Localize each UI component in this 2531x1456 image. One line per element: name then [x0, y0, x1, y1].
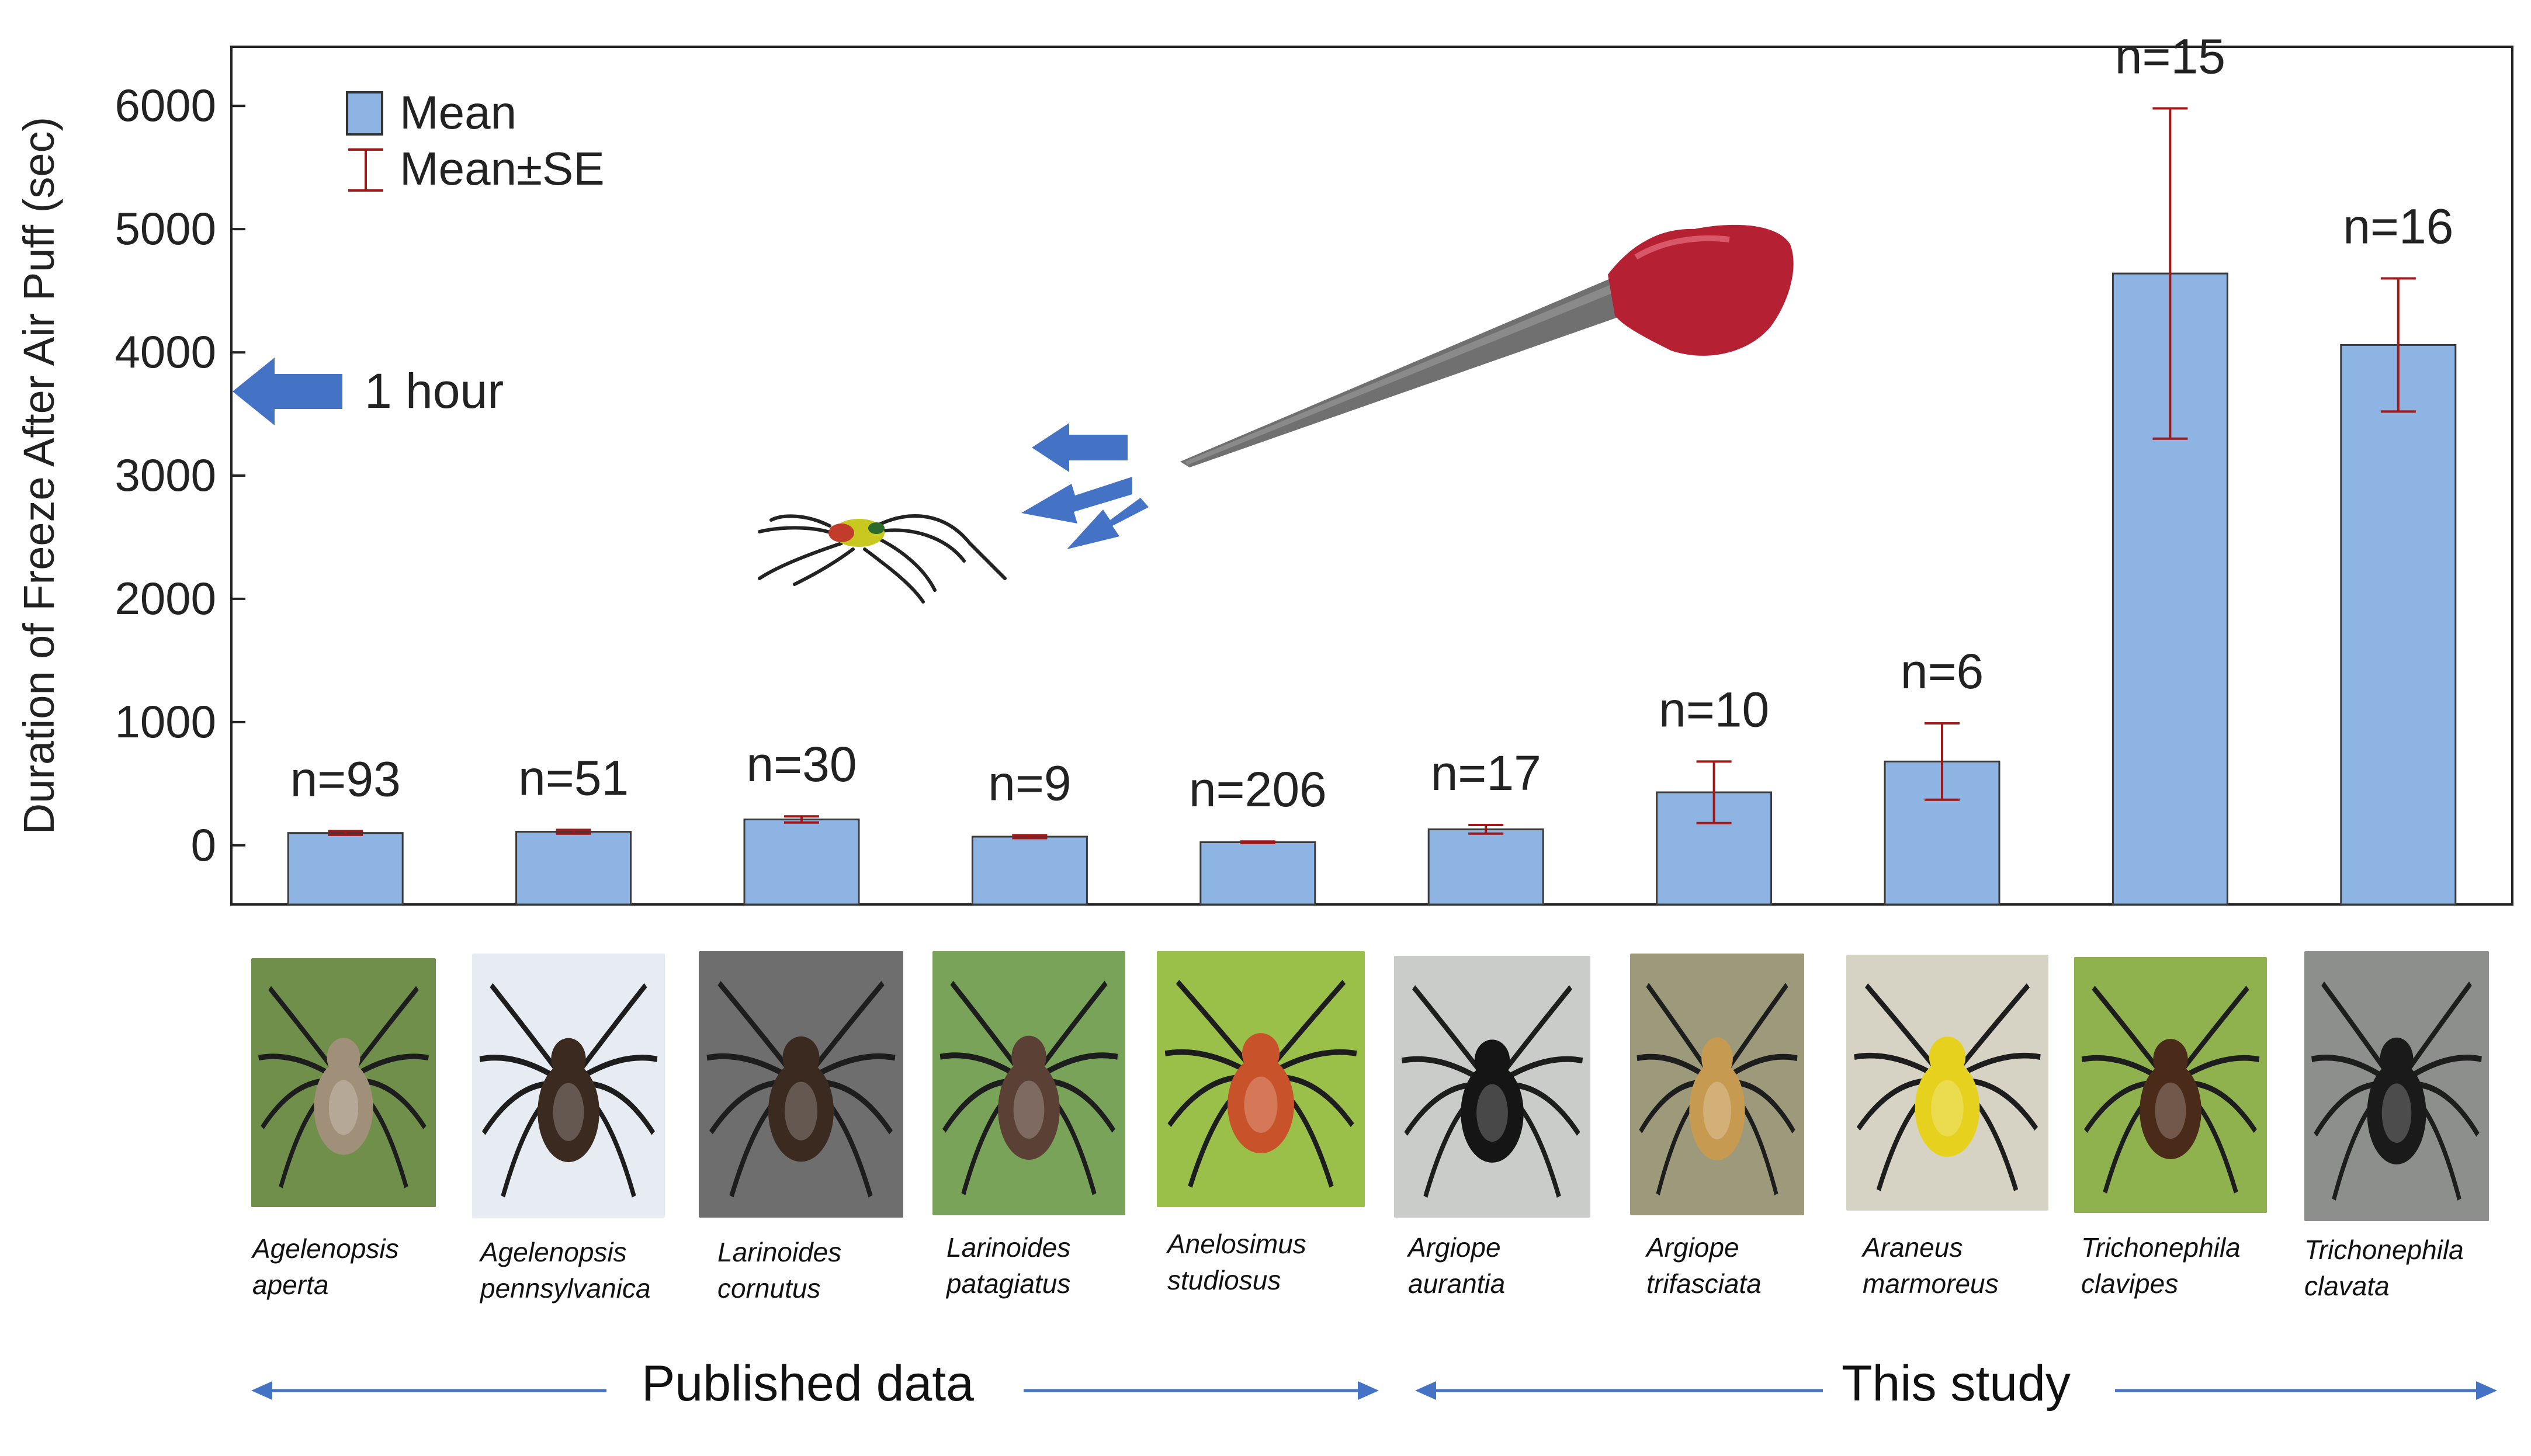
y-tick-label: 5000 [115, 203, 216, 254]
error-bar [2380, 277, 2416, 413]
n-label: n=206 [1189, 762, 1327, 817]
error-bars-layer [328, 107, 2416, 844]
y-tick-label: 4000 [115, 326, 216, 377]
y-tick-label: 2000 [115, 573, 216, 624]
n-label: n=93 [290, 752, 401, 807]
bar [1427, 828, 1544, 906]
legend-se-swatch [348, 148, 383, 192]
group-label-this-study: This study [1842, 1356, 2071, 1412]
error-bar [784, 815, 819, 824]
error-bar [328, 830, 363, 836]
error-bar [1696, 760, 1732, 824]
error-bar [1240, 840, 1275, 844]
bar [515, 831, 632, 906]
n-label: n=51 [518, 750, 629, 805]
error-bar [556, 828, 591, 835]
one-hour-label: 1 hour [365, 363, 504, 418]
y-tick-label: 0 [191, 819, 216, 871]
bars-layer [287, 272, 2457, 906]
air-puff-icon [1021, 423, 1149, 549]
n-label: n=15 [2115, 29, 2225, 84]
y-tick-label: 3000 [115, 449, 216, 501]
group-this-study-arrow [1415, 1381, 2497, 1400]
y-axis: 0 1000 2000 3000 4000 5000 6000 [115, 79, 245, 871]
error-bar [1468, 823, 1504, 835]
legend-mean-swatch [346, 91, 383, 136]
legend-se-label: Mean±SE [400, 143, 605, 195]
n-label: n=17 [1431, 746, 1541, 800]
n-label: n=30 [746, 737, 857, 792]
error-bar [2152, 107, 2188, 440]
n-label: n=9 [988, 755, 1072, 810]
one-hour-annotation: 1 hour [233, 358, 504, 425]
error-bar [1012, 834, 1048, 840]
n-label: n=16 [2343, 199, 2453, 254]
y-axis-label: Duration of Freeze After Air Puff (sec) [15, 117, 63, 834]
legend: Mean Mean±SE [346, 86, 605, 195]
left-arrow-icon [233, 358, 342, 425]
bar [743, 818, 860, 906]
spider-illustration-icon [758, 514, 1007, 604]
bar [2340, 344, 2457, 906]
error-bar [1925, 722, 1960, 801]
n-labels-layer: n=93 n=51 n=30 n=9 n=206 n=17 n=10 n=6 n=15 n=16 [290, 29, 2454, 817]
n-label: n=10 [1659, 682, 1769, 737]
bar [971, 836, 1088, 906]
y-tick-label: 1000 [115, 696, 216, 747]
y-tick-label: 6000 [115, 79, 216, 131]
bar [1199, 841, 1316, 906]
dropper-icon [1180, 224, 1794, 467]
legend-mean-label: Mean [400, 86, 516, 138]
group-label-published: Published data [642, 1356, 974, 1412]
group-published-arrow [251, 1381, 1379, 1400]
bar [287, 832, 404, 906]
n-label: n=6 [1901, 644, 1984, 699]
